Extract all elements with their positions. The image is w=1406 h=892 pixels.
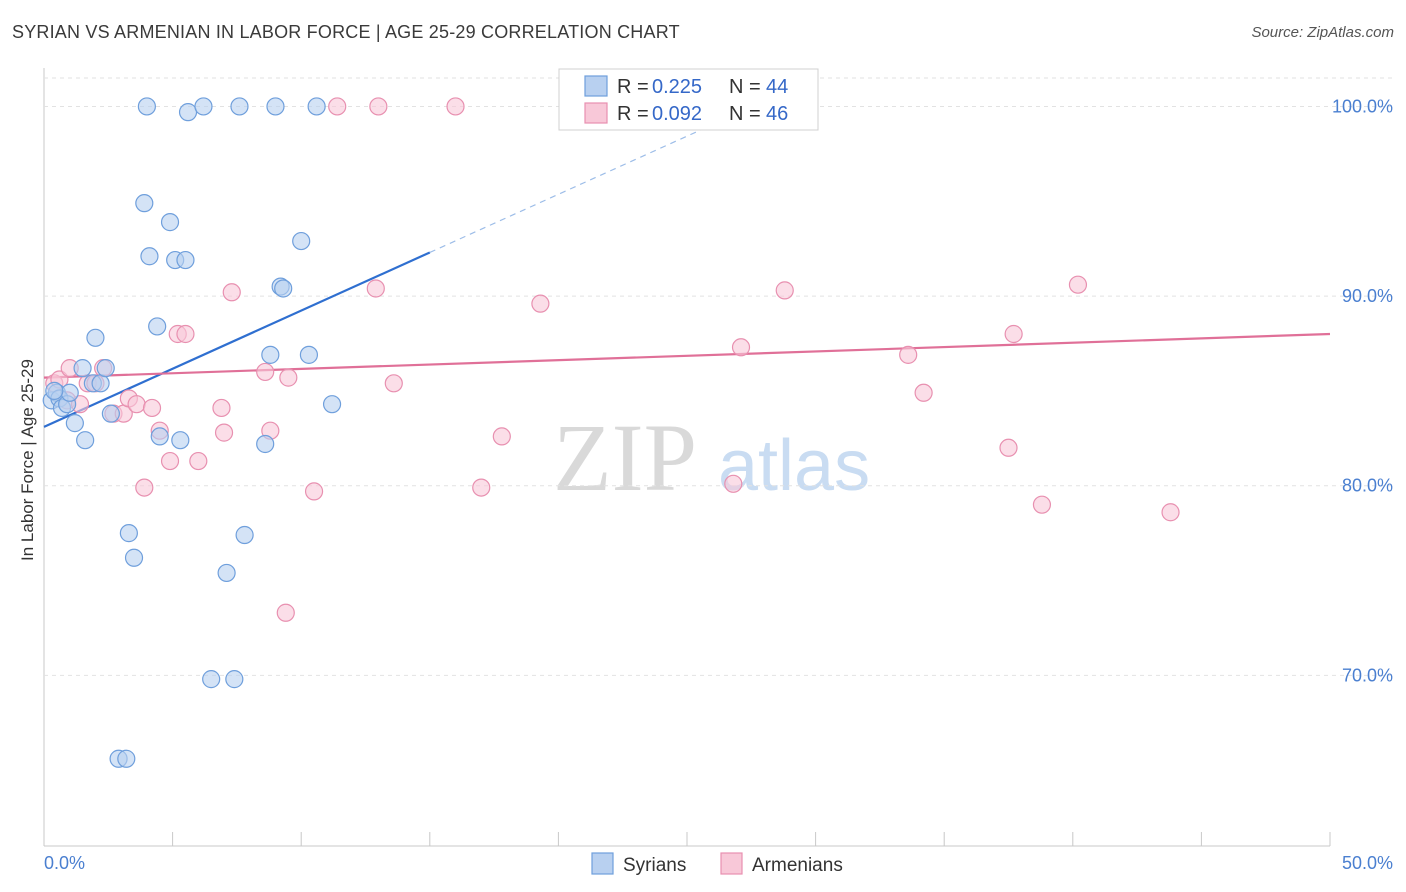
armenians-point-39 (899, 345, 918, 364)
syrians-point-39 (292, 231, 311, 251)
x-tick-layer (172, 832, 1331, 846)
armenians-point-18 (189, 451, 208, 471)
syrians-point-35 (261, 345, 280, 364)
syrians-point-21 (148, 317, 167, 336)
legend-armenians-r-value: 0.092 (652, 103, 702, 125)
syrians-point-22 (150, 427, 169, 446)
syrians-point-23 (160, 213, 180, 232)
syrians-point-7 (73, 359, 92, 378)
syrians-point-20 (140, 247, 159, 266)
armenians-point-45 (1161, 503, 1180, 522)
syrians-point-10 (86, 328, 105, 347)
syrians-point-42 (322, 395, 342, 414)
trend-layer (43, 123, 1331, 428)
armenians-point-27 (328, 97, 347, 116)
syrians-point-12 (96, 359, 115, 378)
armenians-point-38 (775, 281, 794, 300)
armenians-point-21 (222, 283, 241, 302)
syrians-point-41 (307, 97, 326, 116)
y-tick-label-70: 70.0% (1342, 665, 1393, 685)
armenians-point-41 (999, 438, 1018, 457)
armenians-point-42 (1004, 324, 1023, 344)
legend-armenians-n-value: 46 (766, 103, 788, 125)
syrians-point-32 (230, 97, 249, 116)
y-tick-label-90: 90.0% (1342, 286, 1393, 306)
legend-swatch-syrians (584, 75, 608, 97)
chart-title: SYRIAN VS ARMENIAN IN LABOR FORCE | AGE … (12, 22, 680, 42)
armenians-point-35 (724, 474, 743, 493)
armenians-point-34 (531, 294, 550, 313)
syrians-point-26 (176, 250, 195, 270)
syrians-point-15 (117, 749, 136, 768)
armenians-point-40 (914, 383, 933, 402)
syrians-point-25 (171, 431, 190, 450)
trend-line-syrians (43, 251, 431, 428)
bottom-legend-swatch-armenians (720, 852, 743, 875)
syrians-point-38 (274, 279, 293, 298)
syrians-point-33 (235, 525, 254, 545)
syrians-point-11 (91, 374, 110, 393)
y-tick-label-100: 100.0% (1332, 96, 1393, 116)
armenians-point-22 (256, 362, 275, 382)
armenians-point-31 (446, 97, 465, 116)
armenians-point-24 (279, 368, 298, 387)
watermark-zip: ZIP (553, 404, 697, 511)
syrians-point-6 (65, 414, 84, 433)
armenians-point-15 (160, 451, 180, 471)
watermark-atlas: atlas (718, 426, 870, 506)
syrians-point-16 (119, 524, 138, 543)
armenians-point-20 (214, 423, 234, 442)
legend-armenians-r-label: R = (617, 103, 649, 125)
syrians-point-13 (101, 404, 120, 423)
legend-swatch-armenians (584, 102, 608, 124)
syrians-point-17 (124, 548, 144, 567)
syrians-point-36 (266, 97, 285, 116)
armenians-point-29 (369, 97, 388, 116)
correlation-legend: R = 0.225 N = 44 R = 0.092 N = 46 (558, 68, 819, 131)
armenians-point-33 (492, 427, 511, 446)
armenians-point-13 (142, 398, 162, 418)
armenians-point-12 (135, 478, 154, 497)
source-credit: Source: ZipAtlas.com (1251, 24, 1394, 41)
legend-syrians-r-value: 0.225 (652, 76, 702, 98)
syrians-point-31 (225, 670, 244, 689)
armenians-point-36 (731, 338, 751, 357)
legend-syrians-r-label: R = (617, 76, 649, 98)
armenians-point-17 (176, 324, 195, 344)
syrians-point-19 (137, 97, 156, 116)
armenians-point-32 (472, 478, 491, 497)
trend-line-syrians-extension (429, 123, 713, 254)
bottom-legend-swatch-syrians (591, 852, 614, 875)
syrians-point-18 (135, 194, 154, 213)
syrians-point-8 (76, 431, 95, 450)
grid-layer: 100.0% 90.0% 80.0% 70.0% (44, 77, 1393, 685)
points-layer (42, 97, 1180, 768)
syrians-point-40 (299, 345, 319, 364)
armenians-point-25 (276, 603, 295, 622)
y-tick-label-80: 80.0% (1342, 476, 1393, 496)
syrians-point-43 (45, 381, 64, 400)
armenians-point-30 (384, 374, 403, 393)
syrians-point-34 (256, 434, 275, 454)
legend-syrians-n-value: 44 (766, 76, 788, 98)
legend-armenians-n-label: N = (729, 103, 761, 125)
armenians-point-28 (366, 279, 385, 298)
armenians-point-11 (127, 395, 146, 414)
armenians-point-43 (1032, 495, 1052, 514)
bottom-legend-armenians: Armenians (752, 855, 843, 876)
armenians-point-19 (212, 398, 231, 418)
syrians-point-28 (194, 97, 213, 116)
syrians-point-27 (178, 103, 198, 122)
syrians-point-29 (202, 670, 221, 689)
syrians-point-30 (217, 563, 236, 583)
syrians-point-5 (60, 383, 79, 402)
series-legend: Syrians Armenians (591, 852, 843, 876)
x-tick-label-max: 50.0% (1342, 853, 1393, 873)
armenians-point-26 (304, 482, 324, 501)
legend-syrians-n-label: N = (729, 76, 761, 98)
x-tick-label-min: 0.0% (44, 853, 85, 873)
bottom-legend-syrians: Syrians (623, 855, 686, 876)
armenians-point-44 (1068, 275, 1088, 294)
